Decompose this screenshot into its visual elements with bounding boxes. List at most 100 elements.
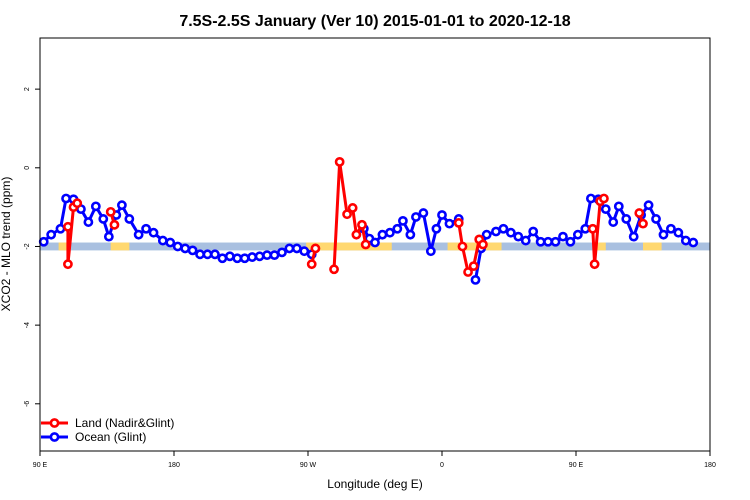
data-point bbox=[398, 215, 408, 226]
land-band-segment bbox=[594, 242, 606, 251]
data-point bbox=[673, 227, 684, 238]
data-point bbox=[505, 227, 516, 238]
data-point bbox=[478, 239, 488, 250]
data-point bbox=[528, 226, 539, 237]
land-band-segment bbox=[447, 242, 502, 251]
data-point bbox=[124, 214, 135, 224]
data-point bbox=[431, 223, 442, 234]
data-point bbox=[520, 235, 531, 246]
data-point bbox=[360, 239, 371, 250]
data-point bbox=[658, 229, 669, 240]
data-point bbox=[63, 259, 73, 270]
data-point bbox=[425, 246, 436, 257]
y-axis: 2 0 -2 -4 -6 bbox=[24, 87, 40, 407]
data-point bbox=[195, 249, 205, 260]
data-point bbox=[572, 229, 583, 240]
x-axis: 90 E 180 90 W 0 90 E 180 bbox=[33, 451, 716, 469]
data-point bbox=[621, 214, 632, 224]
data-point bbox=[277, 247, 287, 258]
data-point bbox=[543, 236, 553, 247]
y-tick-label: -6 bbox=[24, 401, 31, 407]
data-point bbox=[513, 231, 524, 242]
data-point bbox=[589, 259, 600, 270]
data-point bbox=[470, 274, 481, 285]
data-point bbox=[444, 218, 455, 229]
y-axis-label: XCO2 - MLO trend (ppm) bbox=[0, 177, 13, 312]
data-point bbox=[688, 237, 699, 248]
data-point bbox=[187, 245, 198, 256]
data-point bbox=[180, 243, 191, 254]
data-point bbox=[63, 221, 73, 232]
legend-label: Land (Nadir&Glint) bbox=[75, 416, 174, 430]
land-band-segment bbox=[306, 242, 392, 251]
series-land bbox=[63, 156, 648, 277]
data-point bbox=[172, 241, 183, 252]
data-point bbox=[299, 246, 310, 257]
data-point bbox=[377, 229, 388, 240]
data-point bbox=[148, 227, 159, 238]
data-point bbox=[351, 229, 362, 240]
data-point bbox=[468, 261, 479, 272]
series-line bbox=[66, 202, 79, 266]
legend-item: Land (Nadir&Glint) bbox=[41, 416, 174, 430]
data-point bbox=[72, 198, 83, 209]
data-point bbox=[291, 243, 302, 254]
data-point bbox=[550, 236, 561, 247]
x-tick-label: 180 bbox=[168, 462, 180, 469]
data-point bbox=[535, 236, 546, 247]
data-point bbox=[498, 223, 509, 234]
data-point bbox=[306, 259, 317, 270]
data-point bbox=[481, 229, 492, 240]
data-point bbox=[580, 223, 591, 234]
data-point bbox=[587, 223, 598, 234]
data-point bbox=[565, 236, 576, 247]
data-point bbox=[342, 209, 352, 220]
y-tick-label: 0 bbox=[24, 166, 31, 170]
x-tick-label: 180 bbox=[704, 462, 716, 469]
data-point bbox=[599, 193, 609, 204]
data-point bbox=[90, 201, 101, 212]
data-point bbox=[103, 231, 114, 242]
plot-frame bbox=[39, 37, 711, 452]
data-point bbox=[98, 214, 109, 224]
data-point bbox=[217, 253, 228, 264]
legend: Land (Nadir&Glint)Ocean (Glint) bbox=[41, 416, 174, 444]
data-point bbox=[457, 241, 468, 252]
data-point bbox=[83, 217, 94, 227]
chart-title: 7.5S-2.5S January (Ver 10) 2015-01-01 to… bbox=[179, 13, 570, 30]
data-point bbox=[651, 214, 661, 224]
data-point bbox=[463, 267, 473, 277]
land-band-segment bbox=[58, 242, 70, 251]
legend-item: Ocean (Glint) bbox=[41, 430, 146, 444]
data-point bbox=[133, 229, 144, 240]
y-tick-label: 2 bbox=[24, 87, 31, 91]
data-point bbox=[116, 200, 127, 211]
data-point bbox=[210, 249, 220, 260]
data-point bbox=[141, 223, 151, 234]
data-point bbox=[329, 264, 339, 275]
data-point bbox=[643, 200, 654, 211]
data-point bbox=[491, 226, 501, 237]
land-band-segment bbox=[110, 242, 130, 251]
legend-marker bbox=[49, 432, 60, 442]
data-point bbox=[628, 231, 639, 242]
data-point bbox=[239, 253, 250, 264]
data-point bbox=[347, 203, 358, 213]
data-point bbox=[418, 208, 429, 218]
data-point bbox=[638, 218, 648, 229]
y-tick-label: -2 bbox=[24, 243, 31, 249]
data-point bbox=[411, 212, 421, 222]
data-point bbox=[109, 219, 120, 230]
legend-marker bbox=[49, 418, 60, 428]
data-point bbox=[392, 223, 403, 234]
data-point bbox=[680, 235, 691, 246]
data-point bbox=[269, 250, 280, 261]
data-point bbox=[437, 210, 447, 220]
data-point bbox=[202, 249, 213, 260]
x-tick-label: 90 E bbox=[569, 462, 584, 469]
data-point bbox=[284, 243, 295, 254]
data-point bbox=[224, 251, 235, 262]
series-line bbox=[474, 196, 694, 281]
x-tick-label: 0 bbox=[440, 462, 444, 469]
data-point bbox=[157, 235, 168, 246]
